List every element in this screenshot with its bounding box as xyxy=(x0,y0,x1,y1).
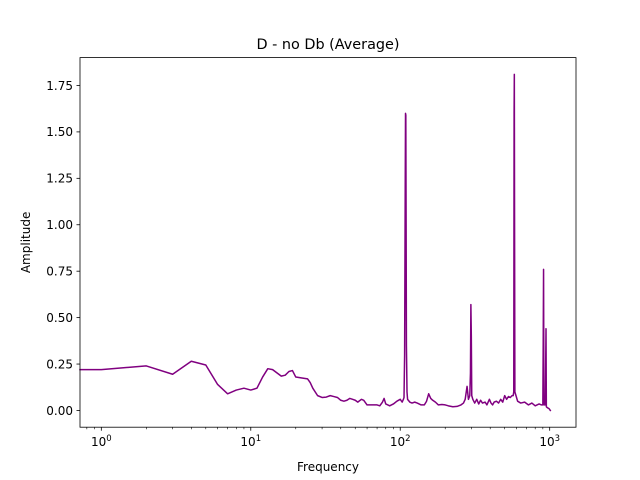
y-tick-label: 1.75 xyxy=(46,79,73,93)
y-tick-label: 0.00 xyxy=(46,404,73,418)
y-tick-label: 0.50 xyxy=(46,311,73,325)
y-axis-ticks: 0.00 0.25 0.50 0.75 1.00 1.25 1.50 1.75 xyxy=(46,79,80,418)
y-tick-label: 0.25 xyxy=(46,357,73,371)
y-axis-label: Amplitude xyxy=(19,212,33,274)
series-line-0 xyxy=(79,73,552,412)
x-axis-label: Frequency xyxy=(297,460,359,474)
x-tick-label: 101 xyxy=(240,434,261,449)
x-tick-label: 102 xyxy=(390,434,411,449)
y-tick-label: 1.50 xyxy=(46,125,73,139)
x-tick-label: 100 xyxy=(91,434,112,449)
y-tick-label: 1.25 xyxy=(46,172,73,186)
x-tick-label: 103 xyxy=(539,434,560,449)
x-axis-ticks: 100 101 102 103 xyxy=(86,427,560,449)
series-layer xyxy=(79,73,552,412)
chart-title: D - no Db (Average) xyxy=(256,37,399,53)
plot-area-frame xyxy=(79,57,577,428)
y-tick-label: 0.75 xyxy=(46,264,73,278)
y-tick-label: 1.00 xyxy=(46,218,73,232)
